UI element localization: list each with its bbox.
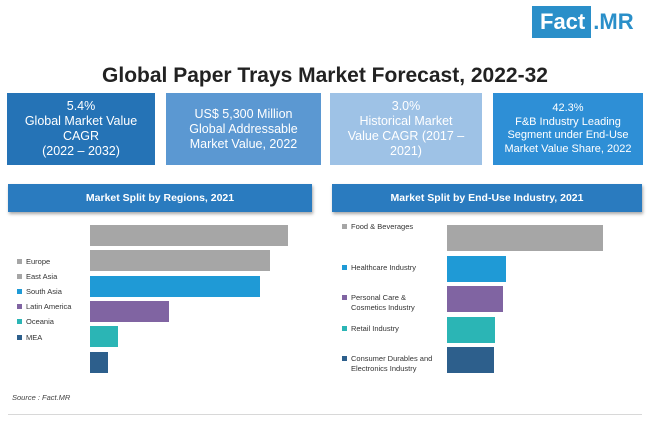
region-bar xyxy=(90,351,108,373)
end-use-label-line: Cosmetics Industry xyxy=(351,303,415,313)
region-legend-item: Europe xyxy=(17,255,50,267)
region-label: Latin America xyxy=(26,302,72,312)
page-title: Global Paper Trays Market Forecast, 2022… xyxy=(102,64,548,87)
regions-chart-title: Market Split by Regions, 2021 xyxy=(8,184,312,212)
region-bar xyxy=(90,275,261,297)
factmr-logo: Fact .MR xyxy=(532,6,644,38)
region-legend-item: East Asia xyxy=(17,270,57,282)
end-use-label-text: Healthcare Industry xyxy=(351,263,416,273)
end-use-bar xyxy=(447,286,504,313)
stat-line: F&B Industry Leading xyxy=(515,115,621,128)
legend-swatch xyxy=(17,304,22,310)
stat-line: Market Value, 2022 xyxy=(189,136,298,151)
region-label: Oceania xyxy=(26,317,54,327)
end-use-label-line: Consumer Durables and xyxy=(351,354,433,364)
end-use-label-line: Electronics Industry xyxy=(351,364,417,374)
region-legend-item: Oceania xyxy=(17,316,54,328)
stat-line: 2021) xyxy=(390,144,422,158)
source-note: Source : Fact.MR xyxy=(12,393,71,402)
end-use-label: Personal Care & Cosmetics Industry xyxy=(342,293,415,313)
legend-swatch xyxy=(342,295,347,301)
stat-line: 3.0% xyxy=(391,99,421,113)
end-use-label-line: Personal Care & xyxy=(351,293,407,303)
legend-swatch xyxy=(342,264,347,270)
legend-swatch xyxy=(17,288,22,294)
legend-swatch xyxy=(342,224,347,229)
region-bar xyxy=(90,250,271,272)
stat-box-market-value: US$ 5,300 Million Global Addressable Mar… xyxy=(166,93,321,165)
stat-line: Market Value Share, 2022 xyxy=(504,142,632,155)
end-use-bar xyxy=(447,316,496,343)
region-bar xyxy=(90,326,118,348)
end-use-bar xyxy=(447,255,507,282)
stat-line: CAGR xyxy=(62,129,100,143)
end-use-label-text: Consumer Durables and Electronics Industr… xyxy=(351,354,432,374)
region-label: MEA xyxy=(26,332,43,342)
stat-line: 5.4% xyxy=(66,99,96,113)
end-use-label: Consumer Durables and Electronics Industr… xyxy=(342,354,432,374)
region-legend-item: Latin America xyxy=(17,301,71,313)
legend-swatch xyxy=(342,325,347,331)
end-use-label: Healthcare Industry xyxy=(342,263,416,273)
footer-divider xyxy=(8,414,642,415)
end-use-label-text: Personal Care & Cosmetics Industry xyxy=(351,293,415,313)
region-legend-item: MEA xyxy=(17,331,42,343)
logo-mr-text: .MR xyxy=(593,9,634,34)
stat-line: US$ 5,300 Million xyxy=(194,106,293,121)
region-label: Europe xyxy=(26,256,51,266)
legend-swatch xyxy=(17,273,22,279)
end-use-label-line: Healthcare Industry xyxy=(351,262,417,272)
region-legend-item: South Asia xyxy=(17,285,62,297)
end-use-label: Retail Industry xyxy=(342,324,399,334)
stat-line: Value CAGR (2017 – xyxy=(347,129,465,143)
end-use-label: Food & Beverages xyxy=(342,222,413,232)
stat-line: 42.3% xyxy=(552,102,584,114)
stat-box-fb-share: 42.3% F&B Industry Leading Segment under… xyxy=(493,93,643,165)
stat-box-historical-cagr: 3.0% Historical Market Value CAGR (2017 … xyxy=(330,93,482,165)
end-use-label-line: Food & Beverages xyxy=(351,222,414,231)
region-bar xyxy=(90,225,288,246)
end-use-chart-title: Market Split by End-Use Industry, 2021 xyxy=(332,184,642,212)
stat-line: Global Addressable xyxy=(189,121,298,136)
end-use-label-text: Retail Industry xyxy=(351,324,399,334)
region-label: South Asia xyxy=(26,286,62,296)
end-use-bar xyxy=(447,347,494,374)
legend-swatch xyxy=(17,319,22,325)
legend-swatch xyxy=(17,258,22,264)
end-use-bar xyxy=(447,225,603,251)
logo-fact-text: Fact xyxy=(532,6,592,38)
stat-box-cagr: 5.4% Global Market Value CAGR (2022 – 20… xyxy=(7,93,155,165)
stat-line: Historical Market xyxy=(359,114,453,128)
legend-swatch xyxy=(342,356,347,362)
region-bar xyxy=(90,300,170,322)
legend-swatch xyxy=(17,334,22,340)
stat-line: Global Market Value xyxy=(24,114,138,128)
stat-line: Segment under End-Use xyxy=(507,129,629,141)
region-label: East Asia xyxy=(26,271,58,281)
end-use-label-line: Retail Industry xyxy=(351,323,399,333)
stat-line: (2022 – 2032) xyxy=(42,144,120,158)
end-use-label-text: Food & Beverages xyxy=(351,222,413,232)
